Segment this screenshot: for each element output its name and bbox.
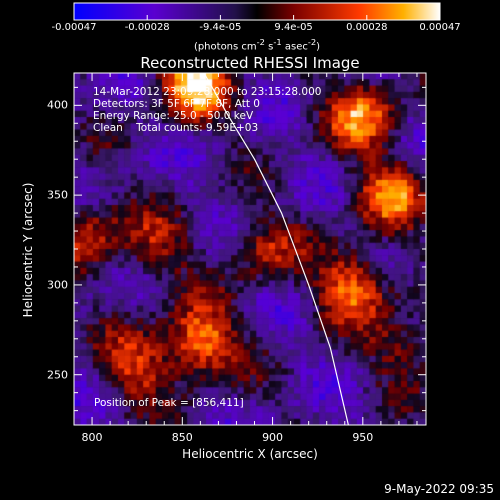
colorbar-tick-label: 0.00028 — [346, 22, 388, 33]
y-axis-label: Heliocentric Y (arcsec) — [21, 182, 35, 318]
info-annotation: 14-Mar-2012 23:09:28.000 to 23:15:28.000… — [93, 86, 321, 134]
detectors-text: Detectors: 3F 5F 6F 7F 8F, Att 0 — [93, 98, 260, 110]
y-tick-label: 250 — [47, 368, 68, 382]
colorbar-gradient — [73, 2, 441, 21]
x-tick-label: 800 — [81, 431, 103, 444]
colorbar-tick-label: -0.00047 — [51, 22, 97, 33]
time-range-text: 14-Mar-2012 23:09:28.000 to 23:15:28.000 — [93, 86, 322, 98]
clean-counts-text: Clean Total counts: 9.59E+03 — [93, 122, 259, 134]
footer-date: 9-May-2022 09:35 — [384, 482, 494, 496]
x-tick-label: 850 — [171, 431, 193, 444]
y-tick-label: 400 — [47, 98, 68, 112]
colorbar-label: (photons cm-2 s-1 asec-2) — [193, 37, 321, 53]
chart-title: Reconstructed RHESSI Image — [140, 54, 360, 72]
heatmap-image — [74, 73, 426, 425]
colorbar-tick-label: -0.00028 — [124, 22, 170, 33]
colorbar-tick-label: -9.4e-05 — [199, 22, 242, 33]
colorbar — [73, 2, 441, 21]
x-tick-label: 900 — [262, 431, 284, 444]
x-tick-label: 950 — [352, 431, 374, 444]
y-tick-label: 350 — [47, 188, 68, 202]
solar-limb-line — [203, 72, 349, 426]
x-axis-label: Heliocentric X (arcsec) — [182, 447, 318, 461]
colorbar-tick-label: 9.4e-05 — [274, 22, 313, 33]
colorbar-ticks: -0.00047 -0.00028 -9.4e-05 9.4e-05 0.00028 0.… — [0, 22, 500, 36]
colorbar-tick-label: 0.00047 — [419, 22, 461, 33]
peak-position-text: Position of Peak = [856,411] — [94, 397, 244, 409]
y-tick-label: 300 — [47, 278, 68, 292]
energy-range-text: Energy Range: 25.0 - 50.0 keV — [93, 110, 254, 122]
